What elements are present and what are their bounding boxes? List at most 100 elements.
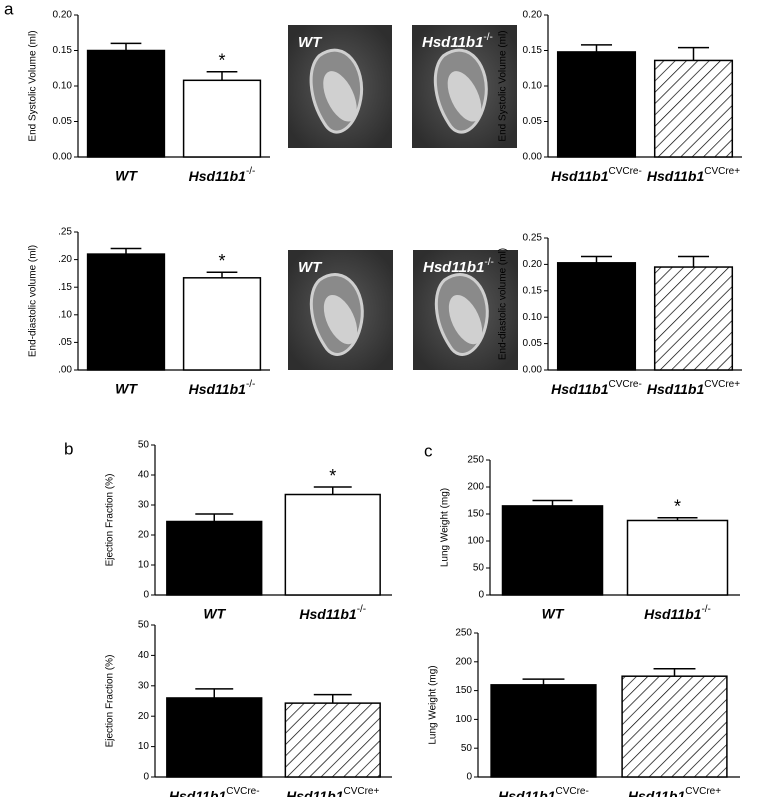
y-tick-label: 50 (138, 620, 150, 631)
x-tick-label: Hsd11b1CVCre- (551, 166, 642, 184)
x-tick-label: Hsd11b1-/- (189, 379, 256, 397)
y-tick-label: 150 (455, 685, 472, 696)
bar (284, 702, 381, 778)
y-tick-label: 200 (467, 482, 484, 493)
bar-chart: 0 10 20 30 40 50 Ejection Fraction (%) Hsd11b1C… (105, 620, 392, 797)
bar (626, 519, 729, 596)
bar (86, 253, 166, 371)
y-tick-label: .20 (58, 254, 72, 265)
y-tick-label: 10 (138, 741, 150, 752)
x-tick-label: Hsd11b1CVCre+ (286, 786, 379, 797)
bar (653, 59, 734, 158)
y-tick-label: 0.20 (53, 10, 73, 21)
bar (556, 51, 637, 158)
y-tick-label: 0.10 (523, 81, 543, 92)
x-tick-label: WT (115, 381, 138, 397)
y-tick-label: 40 (138, 470, 150, 481)
panel-label: b (64, 439, 73, 458)
y-tick-label: 0.20 (523, 10, 543, 21)
bar (621, 675, 728, 778)
y-tick-label: 10 (138, 560, 150, 571)
y-tick-label: .10 (58, 309, 72, 320)
significance-marker: * (218, 251, 225, 271)
bar (284, 493, 381, 596)
ventricle (323, 294, 358, 345)
y-tick-label: 0.15 (523, 45, 543, 56)
y-axis-label: End Systolic Volume (ml) (28, 30, 39, 141)
y-tick-label: 0.00 (523, 152, 543, 163)
y-tick-label: 0.05 (523, 338, 543, 349)
y-tick-label: 150 (467, 509, 484, 520)
bar (182, 79, 262, 158)
mri-image: Hsd11b1-/- (413, 250, 518, 370)
mri-image: WT (288, 25, 392, 148)
y-tick-label: 250 (467, 455, 484, 466)
y-axis-label: End Systolic Volume (ml) (498, 30, 509, 141)
y-tick-label: 30 (138, 680, 150, 691)
bar (653, 266, 734, 371)
bar-chart: 0 50 100 150 200 250 Lung Weight (mg) WT * Hsd11b… (440, 455, 740, 622)
y-tick-label: 0.20 (523, 259, 543, 270)
ventricle (323, 71, 357, 122)
bar-chart: .00 .05 .10 .15 .20 .25 End-diastolic volume (… (28, 227, 270, 397)
y-axis-label: Lung Weight (mg) (428, 665, 439, 744)
x-tick-label: Hsd11b1CVCre- (551, 379, 642, 397)
y-tick-label: 50 (473, 563, 485, 574)
bar-chart: 0.00 0.05 0.10 0.15 0.20 0.25 End-diastolic vo… (498, 233, 742, 397)
y-tick-label: 50 (138, 440, 150, 451)
significance-marker: * (329, 466, 336, 486)
y-tick-label: 20 (138, 530, 150, 541)
bar-chart: 0.00 0.05 0.10 0.15 0.20 End Systolic Volume … (498, 10, 742, 184)
y-tick-label: 0.00 (523, 365, 543, 376)
y-tick-label: .15 (58, 282, 72, 293)
y-tick-label: 0 (143, 590, 149, 601)
x-tick-label: Hsd11b1CVCre+ (647, 166, 740, 184)
y-tick-label: 0.05 (53, 116, 73, 127)
bar-chart: 0 10 20 30 40 50 Ejection Fraction (%) WT * Hsd11… (105, 440, 392, 622)
ventricle (447, 71, 482, 122)
bar (556, 262, 637, 371)
x-tick-label: Hsd11b1CVCre- (498, 786, 589, 797)
x-tick-label: Hsd11b1CVCre+ (628, 786, 721, 797)
bar (166, 520, 263, 596)
y-tick-label: .05 (58, 337, 72, 348)
y-axis-label: End-diastolic volume (ml) (28, 245, 39, 357)
y-axis-label: Ejection Fraction (%) (105, 474, 116, 567)
y-tick-label: 50 (461, 743, 473, 754)
y-tick-label: 30 (138, 500, 150, 511)
mri-image: Hsd11b1-/- (412, 25, 517, 148)
y-tick-label: 0.10 (523, 312, 543, 323)
image-label: WT (298, 34, 323, 51)
y-tick-label: 0.00 (53, 152, 73, 163)
significance-marker: * (218, 51, 225, 71)
bar (490, 684, 597, 778)
y-tick-label: 0.05 (523, 116, 543, 127)
panel-label: c (424, 441, 433, 460)
y-tick-label: 0.15 (523, 285, 543, 296)
y-tick-label: 100 (467, 536, 484, 547)
y-tick-label: 200 (455, 656, 472, 667)
x-tick-label: WT (115, 168, 138, 184)
mri-image: WT (288, 250, 393, 370)
y-tick-label: .00 (58, 365, 72, 376)
image-label: Hsd11b1-/- (422, 32, 493, 51)
y-tick-label: 0 (478, 590, 484, 601)
image-label: Hsd11b1-/- (423, 257, 494, 276)
y-tick-label: 250 (455, 628, 472, 639)
y-axis-label: End-diastolic volume (ml) (498, 248, 509, 360)
bar (86, 49, 166, 158)
y-axis-label: Lung Weight (mg) (440, 488, 451, 567)
y-tick-label: 100 (455, 714, 472, 725)
y-tick-label: 0.10 (53, 81, 73, 92)
x-tick-label: Hsd11b1CVCre- (169, 786, 260, 797)
x-tick-label: WT (542, 606, 565, 622)
y-tick-label: 0.25 (523, 233, 543, 244)
bar (182, 277, 262, 371)
x-tick-label: Hsd11b1-/- (299, 604, 366, 622)
image-label: WT (298, 259, 323, 276)
x-tick-label: Hsd11b1-/- (644, 604, 711, 622)
y-tick-label: .25 (58, 227, 72, 238)
bar-chart: 0.00 0.05 0.10 0.15 0.20 End Systolic Volume … (28, 10, 270, 184)
ventricle (448, 294, 483, 345)
